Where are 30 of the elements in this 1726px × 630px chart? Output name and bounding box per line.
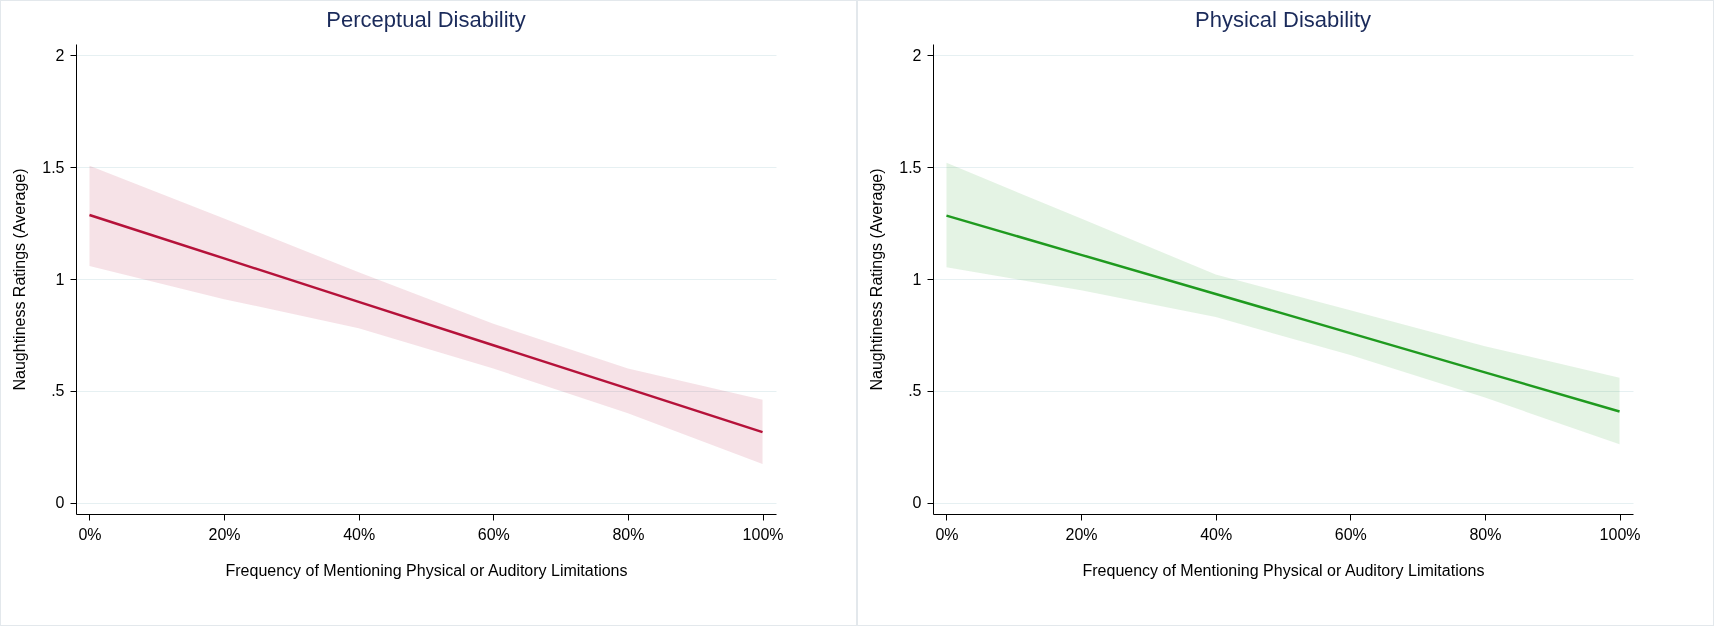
y-tick-label: 1 xyxy=(55,270,65,288)
x-tick-label: 80% xyxy=(612,525,645,543)
x-tick-label: 40% xyxy=(1200,525,1233,543)
y-tick-label: 2 xyxy=(912,46,922,64)
x-tick-label: 80% xyxy=(1469,525,1502,543)
x-axis-title: Frequency of Mentioning Physical or Auditory Limitations xyxy=(1082,561,1485,579)
y-tick-label: 0 xyxy=(912,494,922,512)
x-tick-label: 0% xyxy=(935,525,959,543)
line-series xyxy=(88,213,764,434)
x-tick-label: 40% xyxy=(343,525,376,543)
line-series xyxy=(945,214,1621,413)
y-axis-title: Naughtiness Ratings (Average) xyxy=(868,168,886,391)
chart-title: Physical Disability xyxy=(1194,7,1372,32)
y-tick-label: 1.5 xyxy=(899,158,922,176)
x-tick-label: 0% xyxy=(78,525,102,543)
x-axis-title: Frequency of Mentioning Physical or Auditory Limitations xyxy=(225,561,628,579)
x-tick-label: 60% xyxy=(1334,525,1367,543)
x-tick-label: 20% xyxy=(1065,525,1098,543)
y-tick-label: .5 xyxy=(51,382,65,400)
x-tick-label: 20% xyxy=(208,525,241,543)
y-tick-label: .5 xyxy=(908,382,922,400)
x-tick-label: 100% xyxy=(742,525,784,543)
y-tick-label: 0 xyxy=(55,494,65,512)
y-tick-label: 1 xyxy=(912,270,922,288)
x-tick-label: 100% xyxy=(1599,525,1641,543)
x-tick-label: 60% xyxy=(477,525,510,543)
y-tick-label: 1.5 xyxy=(42,158,65,176)
y-axis-title: Naughtiness Ratings (Average) xyxy=(11,168,29,391)
y-tick-label: 2 xyxy=(55,46,65,64)
chart-title: Perceptual Disability xyxy=(326,7,526,32)
